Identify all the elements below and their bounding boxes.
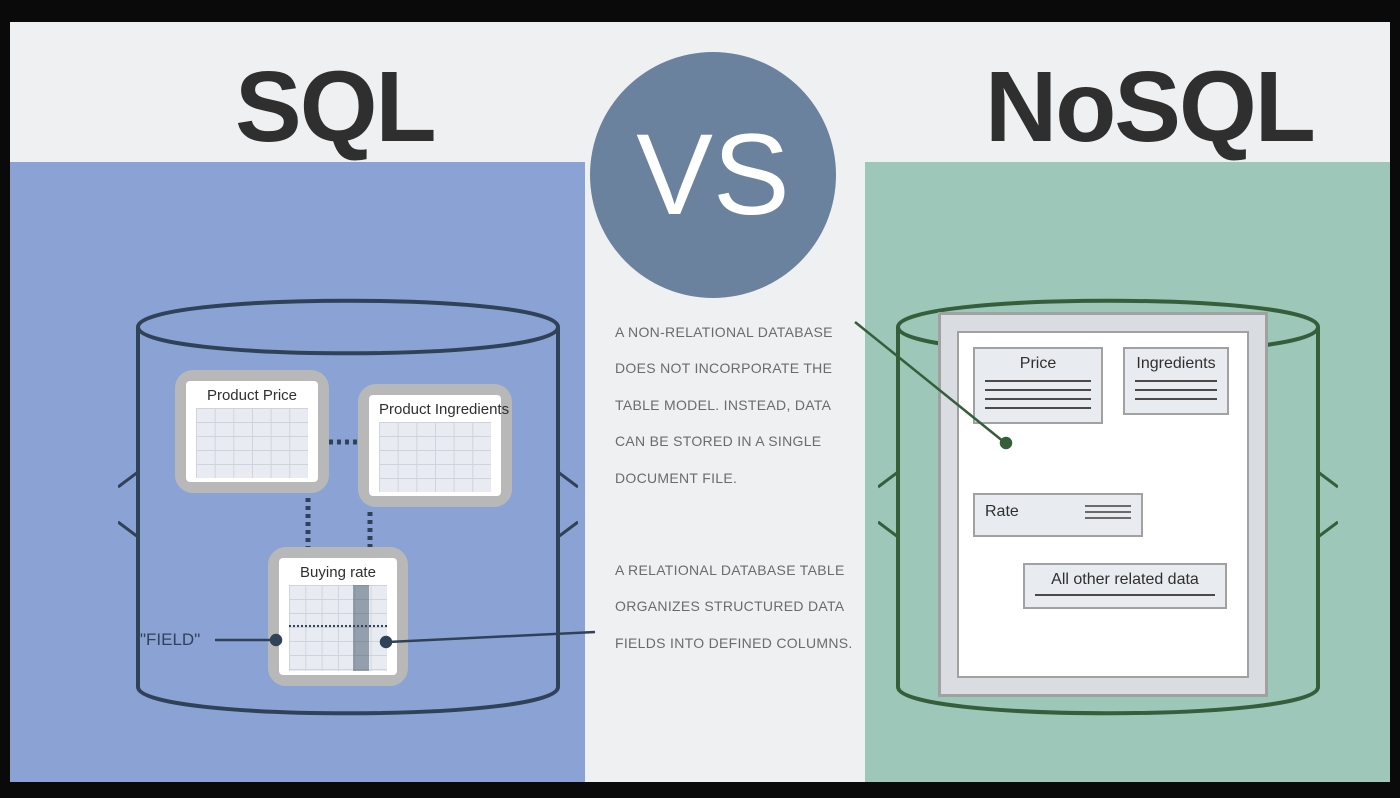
infographic-frame: SQL NoSQL VS A NON-RELATIONAL DATABASE D… xyxy=(10,22,1390,782)
doc-card-other: All other related data xyxy=(1023,563,1227,609)
nosql-document-inner: Price Ingredients Rate xyxy=(957,331,1249,678)
sql-table-title: Buying rate xyxy=(289,564,387,581)
doc-card-title: All other related data xyxy=(1035,571,1215,589)
highlighted-column xyxy=(353,585,369,671)
field-callout-label: "FIELD" xyxy=(140,630,200,650)
doc-card-label: Rate xyxy=(985,503,1019,521)
sql-table-title: Product Ingredients xyxy=(379,401,491,418)
doc-card-rate: Rate xyxy=(973,493,1143,537)
doc-card-title: Price xyxy=(985,355,1091,373)
sql-table-buying-rate: Buying rate xyxy=(268,547,408,686)
table-grid-icon xyxy=(196,408,308,478)
description-nosql: A NON-RELATIONAL DATABASE DOES NOT INCOR… xyxy=(615,314,855,496)
sql-table-title: Product Price xyxy=(196,387,308,404)
sql-table-product-ingredients: Product Ingredients xyxy=(358,384,512,507)
doc-card-title: Ingredients xyxy=(1135,355,1217,373)
vs-text: VS xyxy=(636,109,789,241)
title-nosql: NoSQL xyxy=(985,50,1314,165)
table-grid-icon xyxy=(379,422,491,492)
vs-circle: VS xyxy=(590,52,836,298)
nosql-document: Price Ingredients Rate xyxy=(938,312,1268,697)
title-sql: SQL xyxy=(235,50,435,165)
doc-card-ingredients: Ingredients xyxy=(1123,347,1229,415)
text-lines-icon xyxy=(1035,594,1215,596)
description-sql: A RELATIONAL DATABASE TABLE ORGANIZES ST… xyxy=(615,552,855,661)
doc-card-price: Price xyxy=(973,347,1103,424)
highlighted-row xyxy=(289,625,387,627)
doc-card-title: Rate xyxy=(985,501,1131,523)
table-grid-icon xyxy=(289,585,387,671)
text-lines-icon xyxy=(1085,501,1131,523)
text-lines-icon xyxy=(1135,380,1217,400)
sql-table-product-price: Product Price xyxy=(175,370,329,493)
text-lines-icon xyxy=(985,380,1091,409)
